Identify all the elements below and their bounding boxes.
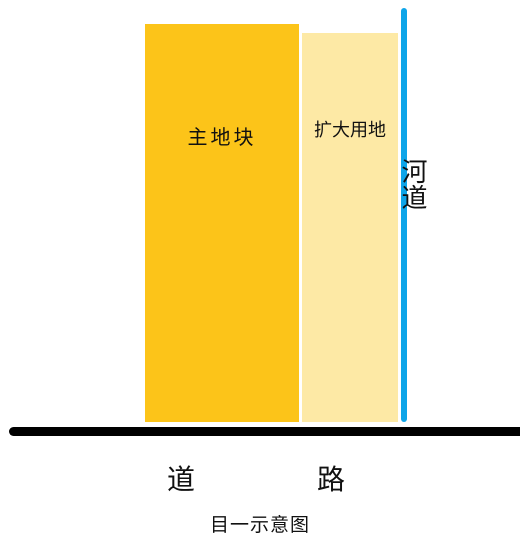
road-line: [9, 427, 520, 436]
diagram-caption: 目一示意图: [209, 514, 310, 536]
river-label: 河道: [397, 158, 427, 210]
extension-plot-area: 扩大用地: [302, 33, 398, 422]
road-label-char-2: 路: [317, 463, 346, 496]
main-plot-label: 主地块: [187, 125, 257, 149]
river-line: [401, 8, 407, 422]
extension-plot-label: 扩大用地: [314, 120, 386, 141]
main-plot-area: 主地块: [145, 24, 299, 422]
road-label-char-1: 道: [167, 463, 196, 496]
